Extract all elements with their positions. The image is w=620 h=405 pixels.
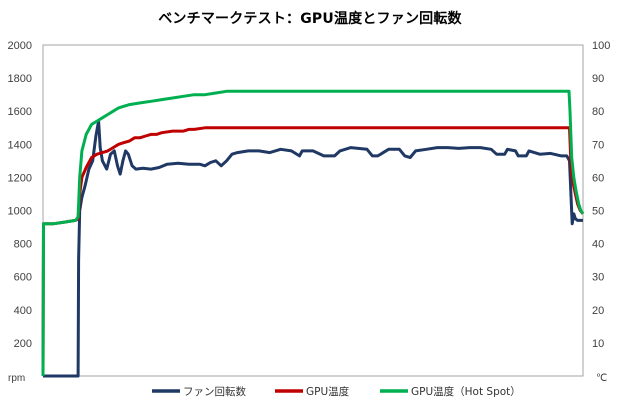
right-tick-label: 30: [592, 272, 604, 284]
right-tick-label: 40: [592, 239, 604, 251]
right-tick-label: 80: [592, 106, 604, 118]
fan-speed-line: [43, 119, 583, 378]
right-tick-label: 10: [592, 338, 604, 350]
right-axis-unit: ℃: [596, 373, 607, 384]
left-tick-label: 1600: [8, 106, 32, 118]
right-tick-label: 100: [592, 40, 610, 52]
legend-label: GPU温度（Hot Spot）: [411, 385, 521, 398]
legend-label: ファン回転数: [183, 385, 246, 398]
right-tick-label: 60: [592, 172, 604, 184]
left-tick-label: 1000: [8, 206, 32, 218]
right-tick-label: 70: [592, 139, 604, 151]
left-tick-label: 200: [14, 338, 32, 350]
left-tick-label: 1200: [8, 172, 32, 184]
right-tick-label: 90: [592, 73, 604, 85]
plot-area: [42, 44, 584, 377]
right-tick-label: 20: [592, 305, 604, 317]
left-tick-label: 2000: [8, 40, 32, 52]
legend-hotspot-temp: GPU温度（Hot Spot）: [380, 385, 521, 398]
left-tick-label: 600: [14, 272, 32, 284]
left-tick-label: 1400: [8, 139, 32, 151]
left-tick-label: 1800: [8, 73, 32, 85]
chart-title: ベンチマークテスト：GPU温度とファン回転数: [158, 11, 462, 27]
legend-fan-speed: ファン回転数: [152, 385, 246, 398]
legend-gpu-temp: GPU温度: [275, 385, 350, 398]
left-tick-label: 800: [14, 239, 32, 251]
hotspot-temp-line: [41, 89, 585, 377]
left-tick-label: 400: [14, 305, 32, 317]
right-tick-label: 50: [592, 206, 604, 218]
left-axis-unit: rpm: [8, 373, 25, 384]
gpu-temp-line: [41, 126, 585, 377]
legend-label: GPU温度: [306, 385, 350, 398]
